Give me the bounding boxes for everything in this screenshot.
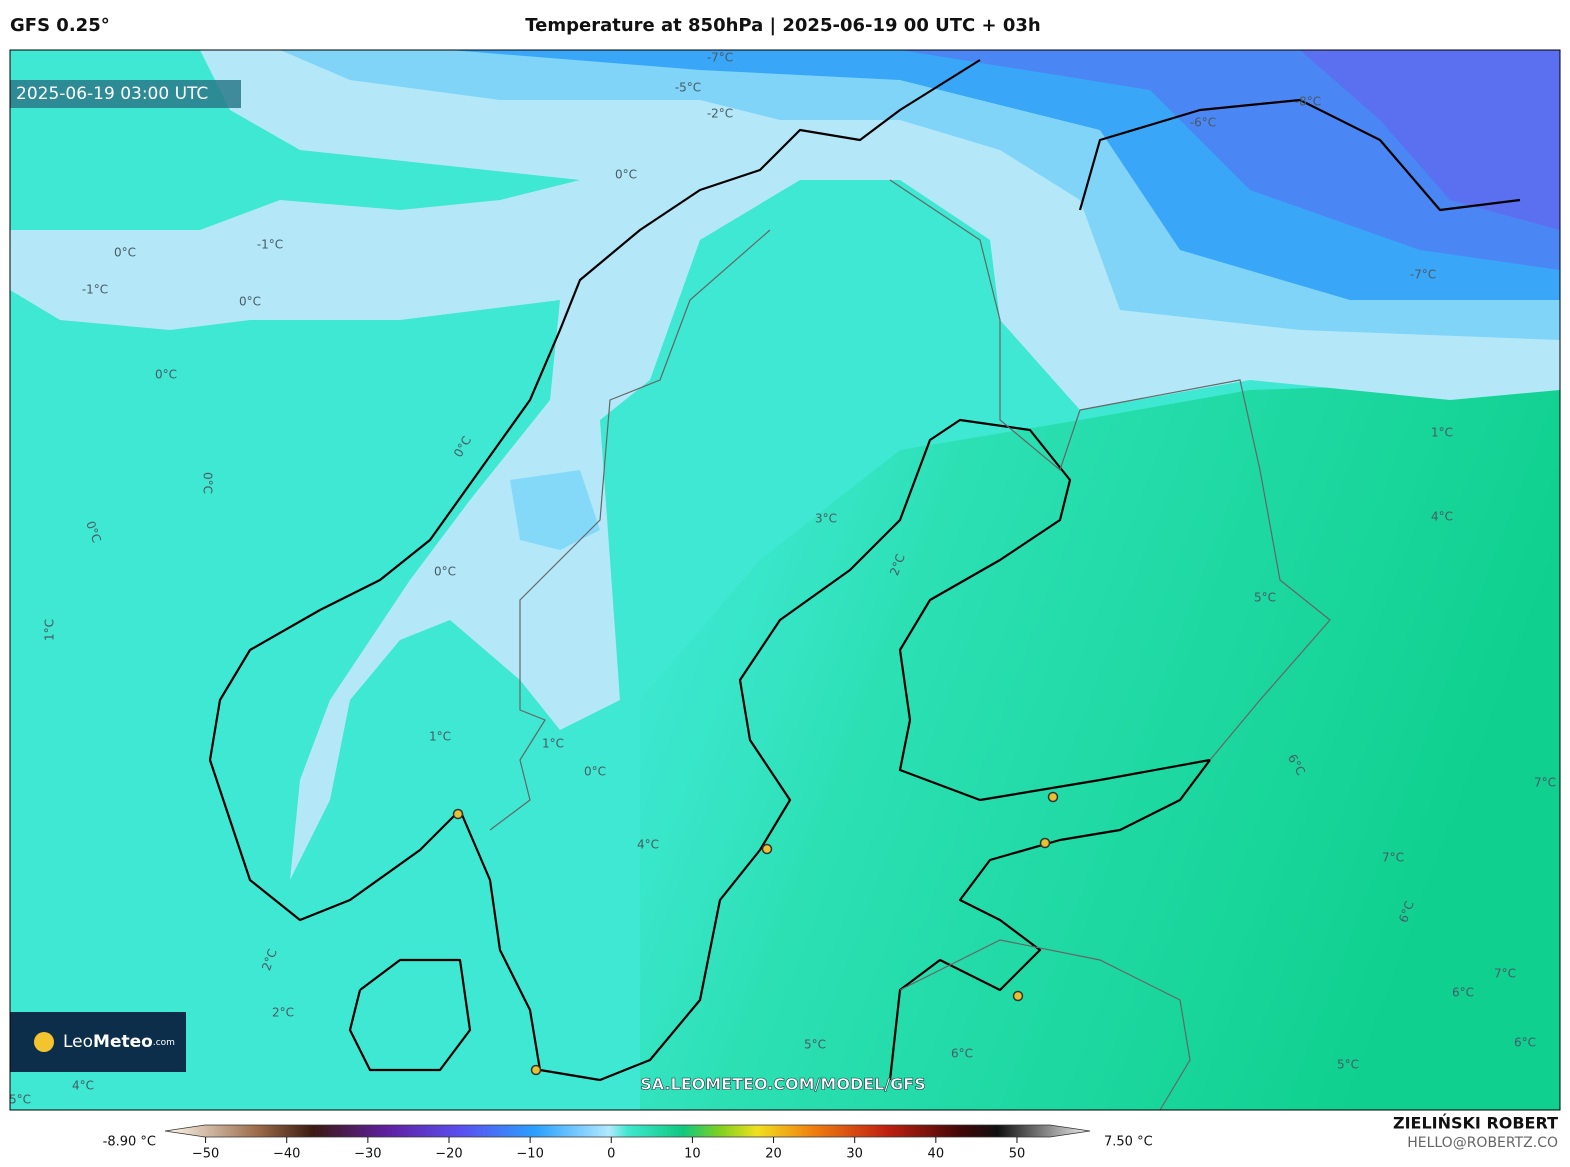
timestamp: 2025-06-19 03:00 UTC bbox=[16, 84, 208, 104]
contour-label: 0°C bbox=[239, 295, 261, 309]
contour-label: 6°C bbox=[951, 1047, 973, 1061]
colorbar-tick-label: 10 bbox=[684, 1147, 701, 1162]
contour-label: 0°C bbox=[584, 765, 606, 779]
contour-label: -7°C bbox=[707, 51, 733, 65]
contour-label: 0°C bbox=[155, 368, 177, 382]
coldest-zone bbox=[1300, 50, 1560, 230]
map: 2025-06-19 03:00 UTC SA.LEOMETEO.COM/MOD… bbox=[9, 49, 1561, 1111]
city bbox=[1039, 837, 1051, 849]
city bbox=[1047, 791, 1059, 803]
contour-label: 5°C bbox=[804, 1038, 826, 1052]
colorbar bbox=[164, 1124, 1091, 1138]
city bbox=[761, 843, 773, 855]
contour-label: 7°C bbox=[1382, 851, 1404, 865]
contour-label: -1°C bbox=[82, 283, 108, 297]
city bbox=[452, 808, 464, 820]
contour-label: 0°C bbox=[114, 246, 136, 260]
contour-label: 0°C bbox=[434, 565, 456, 579]
email: HELLO@ROBERTZ.CO bbox=[1407, 1135, 1558, 1151]
contour-label: 3°C bbox=[815, 512, 837, 526]
contour-label: -1°C bbox=[257, 238, 283, 252]
contour-label: 4°C bbox=[637, 838, 659, 852]
coastline bbox=[458, 418, 1211, 1082]
contour-label: 2°C bbox=[272, 1006, 294, 1020]
logo-sun bbox=[34, 1032, 54, 1052]
model-name: GFS 0.25° bbox=[10, 15, 110, 36]
colorbar-tick-label: −30 bbox=[354, 1147, 381, 1162]
colorbar-tick-label: −20 bbox=[435, 1147, 462, 1162]
contour-label: 1°C bbox=[1431, 426, 1453, 440]
colorbar-min: -8.90 °C bbox=[103, 1135, 156, 1150]
contour-label: 7°C bbox=[1534, 776, 1556, 790]
contour-label: 6°C bbox=[1452, 986, 1474, 1000]
cold-pocket bbox=[510, 470, 600, 550]
border bbox=[489, 229, 771, 831]
author: ZIELIŃSKI ROBERT bbox=[1393, 1114, 1558, 1133]
contour-label: 6°C bbox=[1514, 1036, 1536, 1050]
border bbox=[1079, 379, 1331, 761]
border bbox=[899, 939, 1191, 1111]
contour-label: -2°C bbox=[707, 107, 733, 121]
contour-label: 1°C bbox=[429, 730, 451, 744]
colorbar-tick-label: −40 bbox=[273, 1147, 300, 1162]
contour-label: 7°C bbox=[1494, 967, 1516, 981]
contour-label: 1°C bbox=[542, 737, 564, 751]
coastline bbox=[1078, 98, 1521, 212]
contour-label: -6°C bbox=[1190, 116, 1216, 130]
contour-label: 5°C bbox=[1337, 1058, 1359, 1072]
border bbox=[889, 179, 1081, 472]
colorbar-tick-label: 50 bbox=[1009, 1147, 1026, 1162]
contour-label: -8°C bbox=[1295, 95, 1321, 109]
colorbar-tick-label: 0 bbox=[607, 1147, 615, 1162]
contour-label: 4°C bbox=[72, 1079, 94, 1093]
coastline bbox=[888, 759, 1211, 1081]
contour-label: -7°C bbox=[1410, 268, 1436, 282]
colorbar-tick-label: 40 bbox=[928, 1147, 945, 1162]
logo-text: LeoMeteo.com bbox=[63, 1032, 175, 1052]
logo-leo: Leo bbox=[63, 1032, 93, 1052]
contour-label: 0°C bbox=[201, 472, 215, 494]
colorbar-tick-label: 30 bbox=[846, 1147, 863, 1162]
timestamp-box bbox=[10, 80, 241, 108]
colorbar-tick-label: 20 bbox=[765, 1147, 782, 1162]
logo-meteo: Meteo bbox=[93, 1032, 153, 1052]
contour-label: -5°C bbox=[675, 81, 701, 95]
colorbar-max: 7.50 °C bbox=[1104, 1135, 1153, 1150]
map-title: Temperature at 850hPa | 2025-06-19 00 UT… bbox=[525, 15, 1040, 36]
colorbar-tick-label: −10 bbox=[516, 1147, 543, 1162]
city bbox=[530, 1064, 542, 1076]
contour-label: 4°C bbox=[1431, 510, 1453, 524]
coastline bbox=[208, 59, 981, 922]
city bbox=[1012, 990, 1024, 1002]
contour-label: 1°C bbox=[43, 619, 57, 641]
colorbar-tick-label: −50 bbox=[192, 1147, 219, 1162]
watermark-url: SA.LEOMETEO.COM/MODEL/GFS bbox=[640, 1075, 926, 1094]
contour-label: 5°C bbox=[1254, 591, 1276, 605]
logo-com: .com bbox=[153, 1038, 175, 1048]
warm-zone bbox=[640, 380, 1560, 1110]
contour-label: 5°C bbox=[9, 1093, 31, 1107]
contour-label: 0°C bbox=[615, 168, 637, 182]
coastline bbox=[348, 958, 472, 1072]
map-frame bbox=[9, 49, 1561, 1111]
